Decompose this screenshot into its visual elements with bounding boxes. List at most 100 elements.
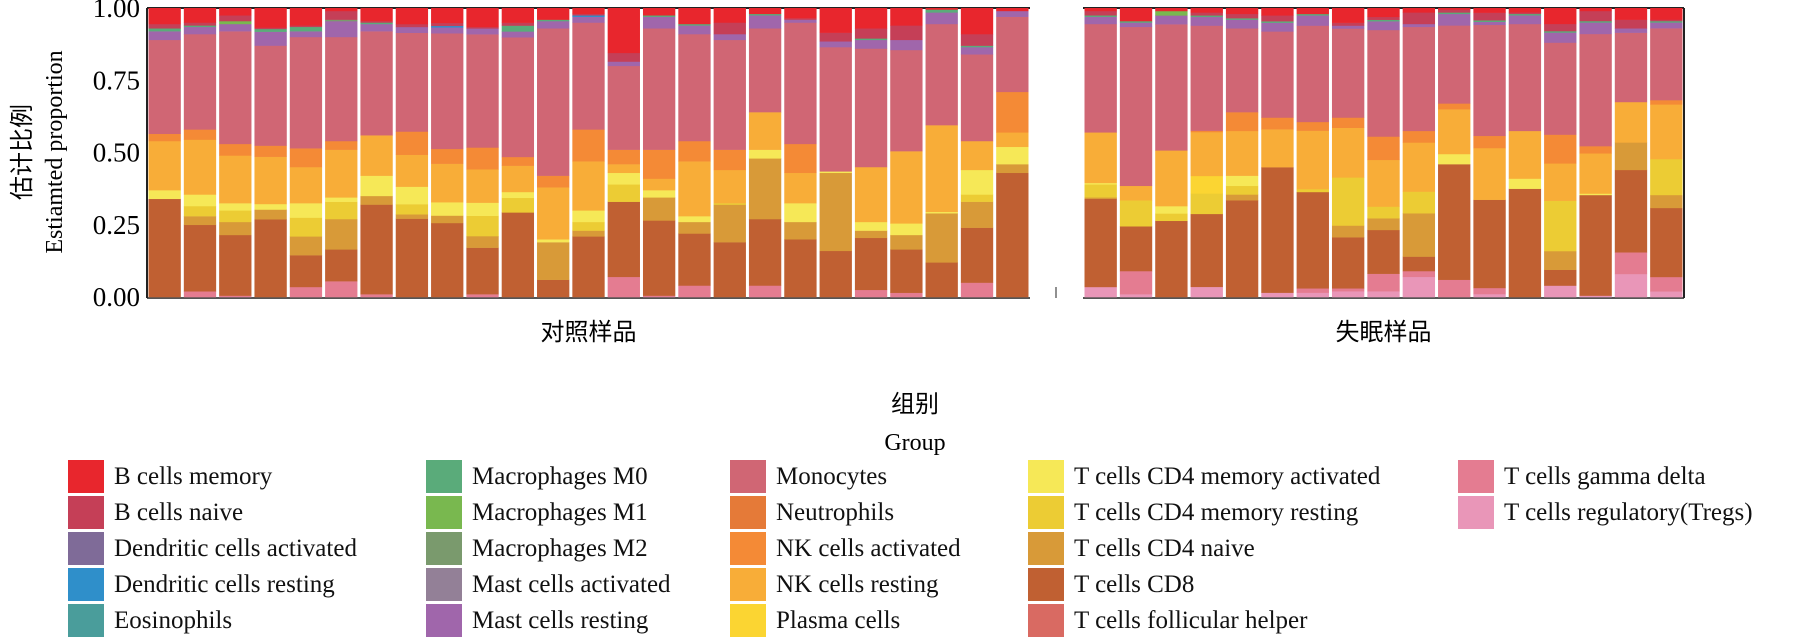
bar-segment-b-cells-memory [325,8,358,12]
bar-segment-macrophages-m0 [1508,13,1542,16]
bar-segment-monocytes [572,22,605,130]
bar-segment-t-cells-cd8 [819,250,852,298]
bar-segment-t-cells-cd4-memory-activated [607,172,640,185]
bar-segment-macrophages-m1 [219,21,252,25]
bar-segment-t-cells-cd4-memory-resting [1190,193,1223,215]
bar-segment-macrophages-m0 [537,19,570,22]
bar-segment-macrophages-m1 [1155,10,1188,16]
bar-segment-b-cells-memory [1190,8,1223,13]
bar-segment-nk-cells-resting [1261,129,1294,168]
bar-segment-nk-cells-resting [1650,104,1683,160]
bar-segment-t-cells-cd4-memory-activated [572,210,605,223]
bar-segment-b-cells-naive [1261,15,1294,22]
bar-segment-b-cells-memory [784,8,817,19]
legend-label: Monocytes [776,462,888,490]
bar-segment-b-cells-memory [642,8,676,16]
bar-segment-t-cells-cd4-memory-activated [1438,153,1471,165]
bar-segment-dendritic-cells-resting [572,15,605,17]
bar-segment-t-cells-cd8 [501,212,535,298]
bar-segment-b-cells-naive [183,22,217,26]
legend-label: T cells regulatory(Tregs) [1504,498,1753,526]
bar-segment-t-cells-gamma-delta [1614,252,1648,275]
bar-segment-monocytes [1508,23,1542,132]
bar-segment-b-cells-memory [713,8,746,23]
bar-segment-b-cells-naive [501,22,535,26]
legend-item: B cells naive [68,494,357,530]
bar-segment-t-cells-gamma-delta [890,292,923,298]
bar-sample-6 [1261,8,1294,298]
bar-segment-b-cells-naive [607,52,640,62]
bar-segment-nk-cells-activated [784,143,817,174]
bar-segment-mast-cells-resting [678,25,711,35]
bar-segment-t-cells-cd4-memory-resting [572,221,605,231]
bar-segment-b-cells-memory [1544,8,1577,25]
bar-segment-mast-cells-resting [1331,25,1365,29]
bar-segment-t-cells-cd4-memory-resting [183,205,217,217]
bar-segment-t-cells-cd8 [1084,198,1117,288]
bar-segment-t-cells-cd4-memory-resting [1084,184,1117,198]
bar-segment-t-cells-gamma-delta [1438,279,1471,298]
legend-label: Macrophages M1 [472,498,648,526]
bar-segment-t-cells-cd8 [925,262,958,298]
bar-segment-mast-cells-resting [925,12,958,25]
bar-sample-8 [395,8,429,298]
legend-item: Dendritic cells resting [68,566,357,602]
bar-segment-monocytes [466,34,499,148]
legend-swatch [426,567,462,601]
bar-segment-nk-cells-activated [678,140,711,162]
bar-segment-t-cells-gamma-delta [678,285,711,298]
bar-segment-t-cells-regulatory-tregs- [1650,291,1683,298]
bar-segment-t-cells-cd4-memory-resting [1155,213,1188,222]
bar-segment-nk-cells-resting [890,151,923,224]
bar-segment-t-cells-cd8 [572,236,605,298]
bar-segment-b-cells-memory [1225,8,1259,15]
legend-swatch [1028,495,1064,529]
bar-segment-t-cells-cd8 [219,234,252,296]
bar-segment-nk-cells-activated [183,129,217,140]
bar-segment-t-cells-cd4-memory-resting [501,197,535,213]
legend-label: Mast cells activated [472,570,671,598]
bar-segment-monocytes [183,34,217,130]
bar-segment-b-cells-naive [1367,16,1400,20]
bar-segment-b-cells-naive [854,28,888,39]
bar-segment-t-cells-cd4-memory-resting [1225,185,1259,195]
bar-segment-b-cells-naive [1402,12,1436,25]
bar-segment-t-cells-cd4-memory-activated [854,221,888,231]
legend-label: Macrophages M0 [472,462,648,490]
bar-segment-b-cells-naive [713,22,746,35]
bar-segment-macrophages-m0 [1296,13,1329,16]
bar-segment-mast-cells-resting [1190,16,1223,26]
bar-segment-t-cells-cd4-memory-activated [1155,206,1188,214]
bar-segment-nk-cells-resting [1225,130,1259,176]
bar-segment-monocytes [784,22,817,145]
legend-swatch [1028,603,1064,637]
legend-swatch [1458,495,1494,529]
bar-segment-t-cells-cd8 [854,237,888,291]
bar-segment-t-cells-gamma-delta [960,282,994,298]
legend-item: T cells CD4 memory resting [1028,494,1380,530]
bar-segment-t-cells-cd4-memory-activated [360,175,393,197]
legend-label: Eosinophils [114,606,233,634]
legend-column: T cells gamma delta T cells regulatory(Tr… [1458,458,1753,530]
bar-segment-t-cells-cd8 [996,172,1029,298]
bar-segment-nk-cells-activated [607,149,640,165]
bar-segment-t-cells-regulatory-tregs- [1544,285,1577,298]
bar-segment-mast-cells-resting [854,39,888,49]
bar-segment-t-cells-gamma-delta [466,294,499,298]
bar-segment-t-cells-cd8 [607,201,640,278]
bar-segment-t-cells-cd4-memory-activated [219,203,252,211]
legend-item: Dendritic cells activated [68,530,357,566]
bar-sample-17 [713,8,746,298]
bar-segment-t-cells-cd4-memory-activated [642,190,676,198]
legend-item: B cells memory [68,458,357,494]
bar-segment-t-cells-cd4-memory-activated [325,197,358,202]
bar-segment-b-cells-memory [1084,8,1117,12]
bar-segment-t-cells-cd4-memory-activated [925,211,958,214]
bar-segment-monocytes [289,36,323,149]
legend-item: T cells CD8 [1028,566,1380,602]
bar-sample-10 [466,8,499,298]
legend-swatch [426,459,462,493]
legend-swatch [730,495,766,529]
bar-sample-5 [289,8,323,298]
bar-segment-b-cells-memory [572,8,605,15]
